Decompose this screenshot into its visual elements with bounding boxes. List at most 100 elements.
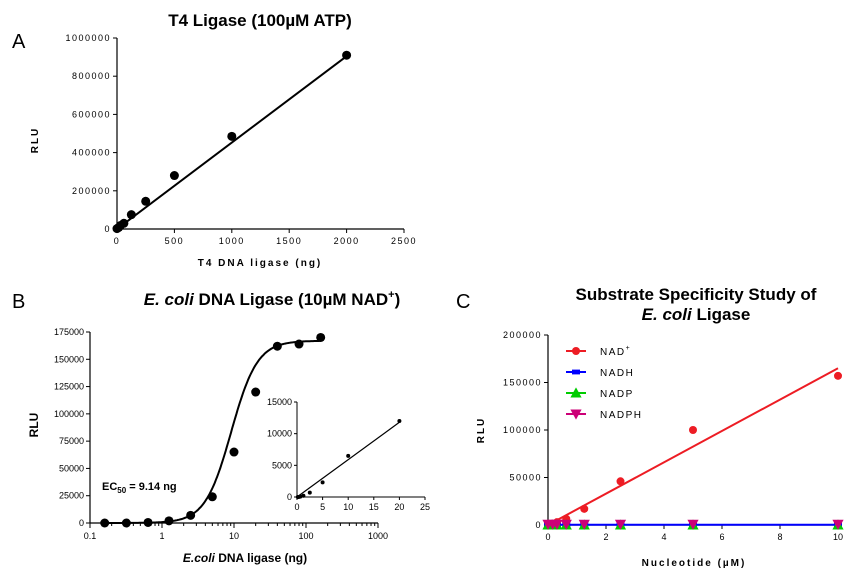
panel-c-ytick-label: 50000: [509, 473, 542, 483]
panel-c-point-nad: [689, 426, 697, 434]
panel-a-data-point: [141, 196, 151, 206]
panel-c-point-nadph: [578, 519, 590, 530]
legend-label-nadp: NADP: [600, 389, 634, 400]
inset-xtick-label: 5: [320, 502, 325, 512]
panel-a-xtick-label: 2500: [391, 236, 417, 246]
panel-a-data-point: [227, 131, 237, 141]
inset-ytick-label: 15000: [267, 397, 292, 407]
panel-b-data-point: [229, 447, 239, 457]
panel-c-xtick-label: 4: [661, 532, 666, 542]
panel-label-b: B: [12, 291, 25, 313]
inset-xtick-label: 0: [294, 502, 299, 512]
panel-c-xtick-label: 0: [545, 532, 550, 542]
panel-c-xtick-label: 8: [777, 532, 782, 542]
panel-b-ytick-label: 150000: [54, 354, 84, 364]
inset-data-point: [301, 493, 306, 498]
panel-label-c: C: [456, 291, 470, 313]
panel-c-ytick-label: 150000: [503, 378, 542, 388]
legend-marker-nadph: [570, 409, 582, 420]
panel-c-fit-line-nad: [547, 367, 839, 526]
panel-b-ytick-label: 50000: [59, 463, 84, 473]
inset-data-point: [320, 480, 325, 485]
panel-b-data-point: [121, 518, 131, 528]
panel-b-ytick-label: 25000: [59, 491, 84, 501]
panel-b-fit-curve: [104, 339, 321, 524]
panel-a-title: T4 Ligase (100µM ATP): [168, 11, 352, 30]
panel-b-ytick-label: 175000: [54, 327, 84, 337]
panel-c-point-nad: [616, 477, 625, 486]
panel-a-data-point: [169, 171, 179, 181]
legend-label-nad: NAD+: [600, 345, 631, 358]
legend-marker-nadh: [572, 369, 580, 375]
panel-b-ylabel: RLU: [27, 413, 41, 438]
legend-label-nadh: NADH: [600, 368, 634, 379]
panel-a-data-point: [126, 210, 136, 220]
panel-c-xlabel: Nucleotide (µM): [642, 558, 747, 569]
panel-c-xtick-label: 6: [719, 532, 724, 542]
panel-c-point-nad: [580, 504, 589, 513]
panel-c-ytick-label: 100000: [503, 425, 542, 435]
panel-b-data-point: [143, 517, 153, 527]
panel-label-a: A: [12, 31, 26, 53]
inset-data-point: [298, 494, 303, 499]
panel-a-xtick-label: 2000: [334, 236, 360, 246]
inset-xtick-label: 10: [343, 502, 353, 512]
panel-c-chart: Substrate Specificity Study of E. coli L…: [476, 285, 844, 569]
panel-a-ylabel: RLU: [30, 127, 41, 154]
panel-a-ytick-label: 1000000: [65, 33, 111, 43]
panel-b-ec50-annotation: EC50 = 9.14 ng: [102, 481, 177, 495]
panel-a-xtick-label: 0: [114, 236, 121, 246]
inset-fit-line: [296, 421, 400, 498]
panel-b-ytick-label: 100000: [54, 409, 84, 419]
panel-a-xtick-label: 500: [165, 236, 185, 246]
panel-c-ytick-label: 200000: [503, 330, 542, 340]
panel-a-fit-line: [116, 55, 348, 230]
inset-ytick-label: 10000: [267, 429, 292, 439]
panel-a-xtick-label: 1500: [276, 236, 302, 246]
panel-c-point-nadph: [614, 519, 627, 530]
panel-a-ytick-label: 800000: [72, 71, 111, 81]
panel-a-ytick-label: 600000: [72, 109, 111, 119]
panel-a-ytick-label: 0: [104, 224, 111, 234]
panel-b-xtick-label: 1000: [368, 531, 388, 541]
legend-marker-nad: [572, 347, 580, 355]
panel-b-xtick-label: 0.1: [84, 531, 97, 541]
panel-a-ytick-label: 200000: [72, 186, 111, 196]
inset-ytick-label: 0: [287, 492, 292, 502]
panel-a-data-point: [119, 218, 129, 228]
panel-c-point-nadph: [687, 519, 699, 530]
panel-b-title: E. coli DNA Ligase (10µM NAD+): [144, 289, 401, 309]
panel-c-point-nad: [834, 371, 842, 380]
panel-c-title-line1: Substrate Specificity Study of: [576, 285, 817, 304]
panel-c-xtick-label: 10: [833, 532, 843, 542]
inset-data-point: [346, 453, 351, 458]
panel-b-ytick-label: 75000: [59, 436, 84, 446]
panel-b-xtick-label: 100: [298, 531, 313, 541]
panel-b-data-point: [272, 341, 282, 351]
panel-b-data-point: [100, 518, 110, 528]
inset-ytick-label: 5000: [272, 460, 292, 470]
panel-b-ytick-label: 0: [79, 518, 84, 528]
inset-xtick-label: 20: [394, 502, 404, 512]
panel-c-ytick-label: 0: [535, 520, 542, 530]
inset-xtick-label: 15: [369, 502, 379, 512]
panel-b-xlabel: E.coli DNA ligase (ng): [183, 551, 307, 565]
panel-c-point-nadph: [832, 519, 844, 530]
panel-a-xlabel: T4 DNA ligase (ng): [198, 258, 323, 269]
panel-a-xtick-label: 1000: [219, 236, 245, 246]
panel-c-point-nadph: [551, 519, 563, 530]
inset-data-point: [307, 490, 312, 495]
panel-b-data-point: [186, 510, 196, 520]
panel-b-ytick-label: 125000: [54, 382, 84, 392]
panel-a-chart: T4 Ligase (100µM ATP) RLU T4 DNA ligase …: [30, 11, 417, 269]
panel-b-data-point: [164, 516, 174, 526]
panel-c-xtick-label: 2: [603, 532, 608, 542]
panel-a-data-point: [342, 50, 352, 60]
panel-b-xtick-label: 10: [229, 531, 239, 541]
panel-b-data-point: [207, 492, 217, 502]
panel-b-xtick-label: 1: [159, 531, 164, 541]
legend-marker-nadp: [570, 387, 582, 398]
panel-b-chart: E. coli DNA Ligase (10µM NAD+) RLU E.col…: [27, 289, 430, 565]
panel-b-data-point: [294, 339, 304, 349]
